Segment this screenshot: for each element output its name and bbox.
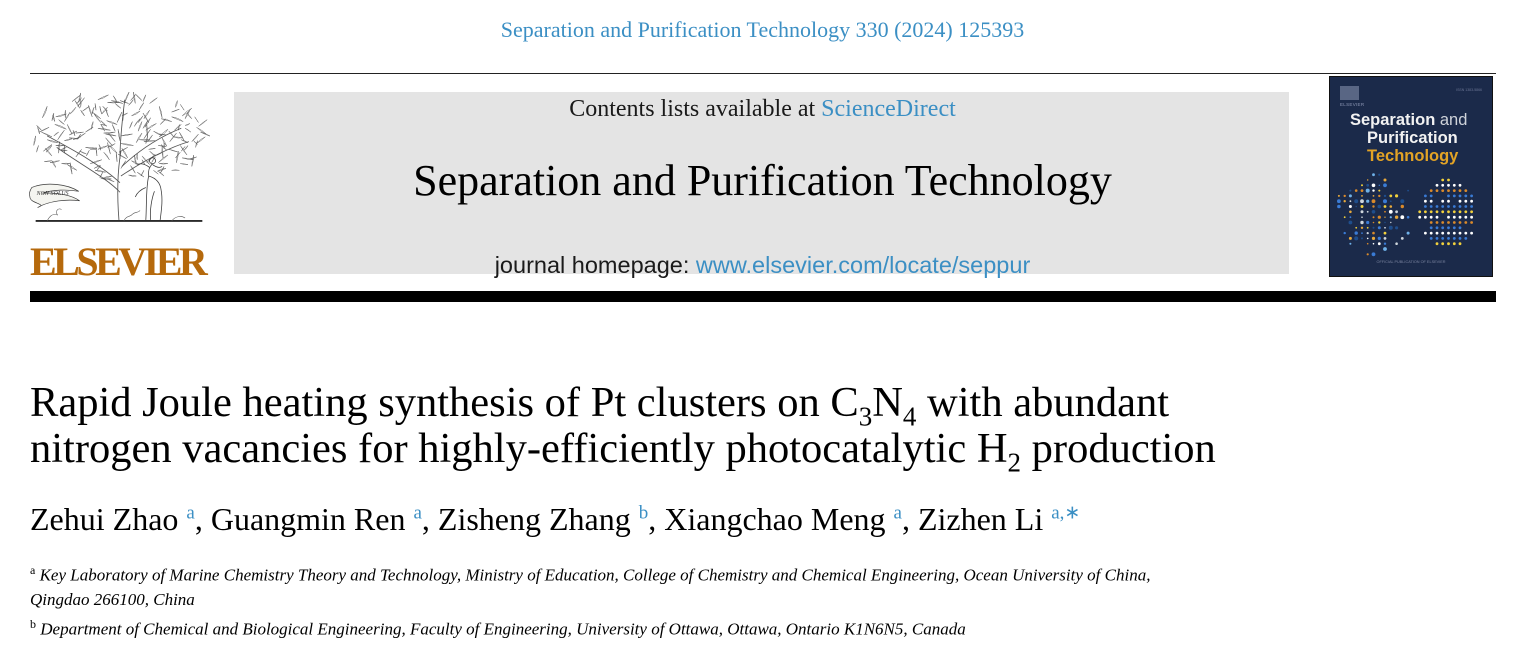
svg-text:Technology: Technology — [1367, 147, 1459, 165]
svg-text:OFFICIAL PUBLICATION OF ELSEVI: OFFICIAL PUBLICATION OF ELSEVIER — [1377, 260, 1446, 264]
svg-text:Purification: Purification — [1367, 129, 1458, 147]
svg-text:ELSEVIER: ELSEVIER — [1340, 102, 1365, 107]
svg-text:Separation and: Separation and — [1350, 111, 1467, 129]
svg-text:ISSN 1383-5866: ISSN 1383-5866 — [1456, 88, 1482, 92]
